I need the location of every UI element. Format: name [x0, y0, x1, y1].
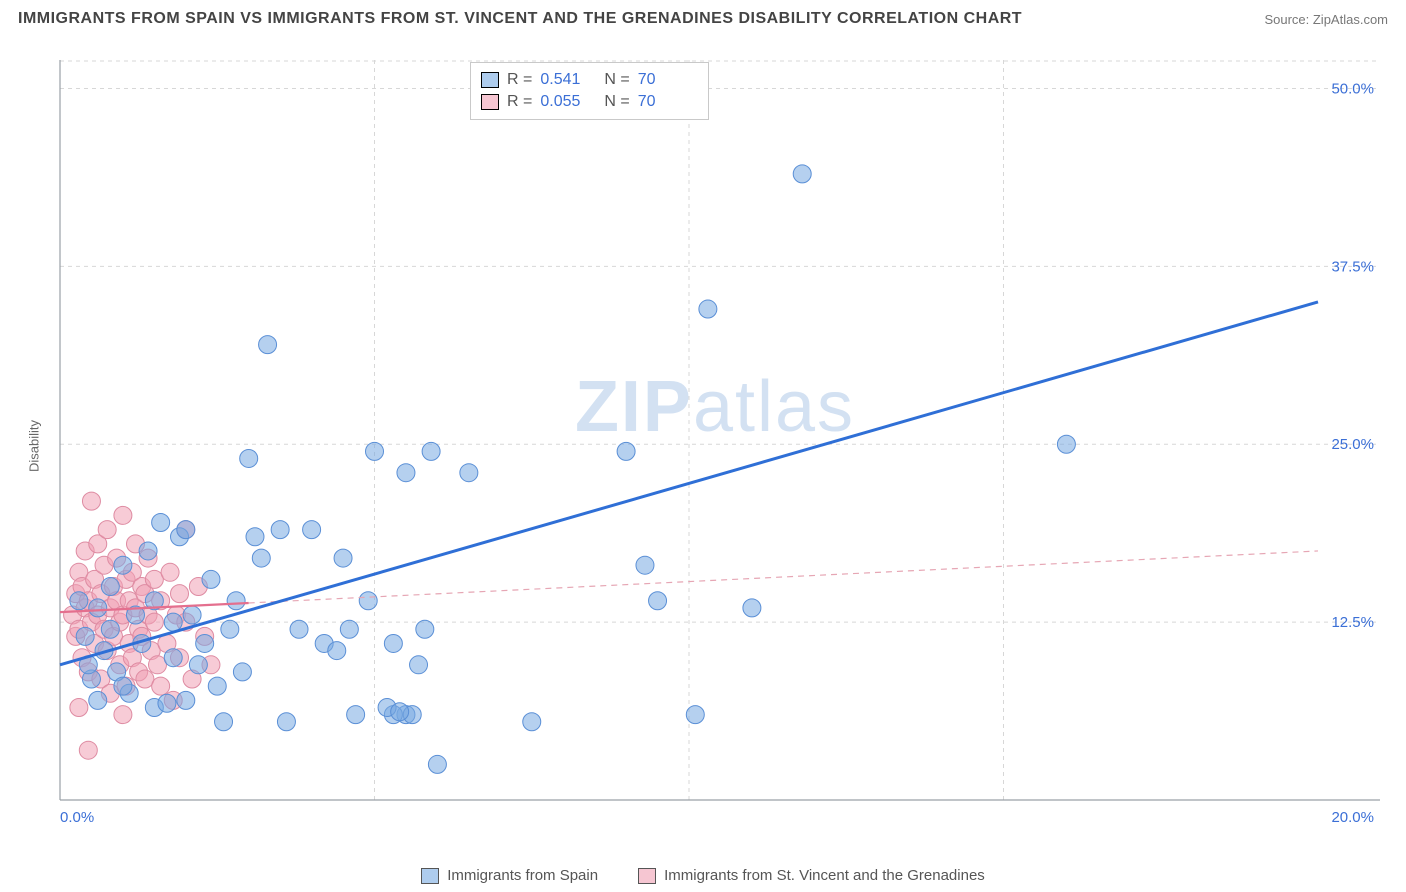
r-label: R =: [507, 93, 532, 111]
legend-label: Immigrants from St. Vincent and the Gren…: [664, 867, 985, 884]
swatch-pink-icon: [481, 94, 499, 110]
svg-text:25.0%: 25.0%: [1331, 436, 1374, 453]
svg-text:0.0%: 0.0%: [60, 809, 94, 826]
correlation-stats-box: R = 0.541 N = 70 R = 0.055 N = 70: [470, 62, 709, 120]
r-value: 0.541: [540, 71, 596, 89]
swatch-pink-icon: [638, 868, 656, 884]
n-value: 70: [638, 71, 694, 89]
stats-row-series1: R = 0.541 N = 70: [481, 69, 694, 91]
stats-row-series2: R = 0.055 N = 70: [481, 91, 694, 113]
n-label: N =: [604, 71, 629, 89]
n-value: 70: [638, 93, 694, 111]
legend-item-series2: Immigrants from St. Vincent and the Gren…: [638, 867, 985, 884]
scatter-plot: 12.5%25.0%37.5%50.0%0.0%20.0% ZIPatlas: [50, 60, 1380, 830]
legend: Immigrants from Spain Immigrants from St…: [0, 867, 1406, 884]
r-value: 0.055: [540, 93, 596, 111]
swatch-blue-icon: [421, 868, 439, 884]
chart-title: IMMIGRANTS FROM SPAIN VS IMMIGRANTS FROM…: [18, 10, 1022, 28]
r-label: R =: [507, 71, 532, 89]
source-attribution: Source: ZipAtlas.com: [1264, 12, 1388, 27]
swatch-blue-icon: [481, 72, 499, 88]
svg-text:20.0%: 20.0%: [1331, 809, 1374, 826]
legend-item-series1: Immigrants from Spain: [421, 867, 598, 884]
svg-text:50.0%: 50.0%: [1331, 80, 1374, 97]
n-label: N =: [604, 93, 629, 111]
svg-text:37.5%: 37.5%: [1331, 258, 1374, 275]
y-axis-label: Disability: [27, 420, 42, 472]
legend-label: Immigrants from Spain: [447, 867, 598, 884]
plot-svg: 12.5% 25.0% 37.5% 50.0% 0.0% 20.0%: [50, 60, 1380, 830]
svg-text:12.5%: 12.5%: [1331, 614, 1374, 631]
